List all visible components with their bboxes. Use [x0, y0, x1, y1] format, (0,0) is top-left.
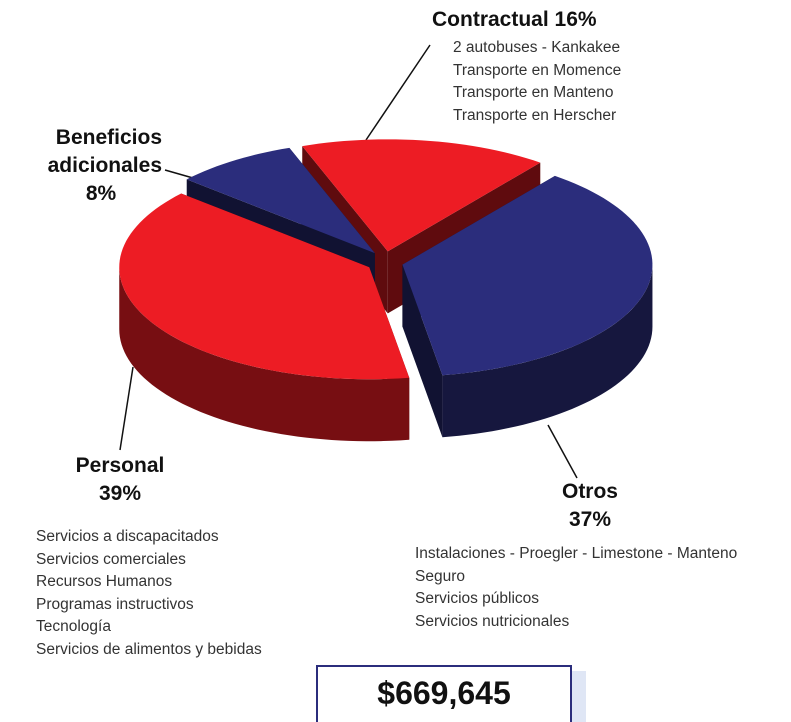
slice — [302, 139, 541, 252]
detail-line: Servicios nutricionales — [415, 612, 570, 630]
slice-label: Personal 39% — [40, 452, 200, 508]
detail-line: Recursos Humanos — [36, 573, 173, 590]
leader-line — [547, 424, 578, 479]
slice-label: Contractual 16% — [432, 6, 597, 34]
detail-line: Programas instructivos — [36, 595, 194, 613]
detail-line: Servicios comerciales — [36, 550, 186, 568]
detail-line: Servicios de alimentos y bebidas — [36, 640, 262, 658]
detail-line: Transporte en Manteno — [453, 84, 614, 101]
slice — [119, 193, 410, 442]
slice — [402, 175, 653, 376]
leader-line — [119, 366, 134, 451]
slice-side — [402, 264, 443, 438]
category-label: Personal — [75, 454, 165, 477]
detail-line: Transporte en Herscher — [453, 106, 617, 124]
pie — [119, 139, 653, 442]
total-box: $669,645 — [316, 665, 572, 722]
category-label: Otros — [561, 480, 618, 503]
slice — [186, 147, 375, 254]
slice — [119, 193, 410, 380]
value-label: 16% — [554, 8, 597, 31]
detail-line: Transporte en Momence — [453, 61, 622, 79]
category-label: Contractual — [432, 8, 549, 31]
detail-line: Tecnología — [36, 618, 111, 635]
value-label: 37% — [568, 508, 612, 531]
details: 2 autobuses - Kankakee Transporte en Mome… — [453, 37, 621, 127]
slice-wall — [119, 267, 410, 442]
detail-line: Instalaciones - Proegler - Limestone - M… — [415, 545, 738, 562]
value-label: 39% — [98, 482, 142, 505]
slice-label: Otros 37% — [520, 478, 660, 534]
category-label: Beneficios adicionales — [47, 126, 162, 177]
leader-lines — [119, 44, 578, 479]
detail-line: 2 autobuses - Kankakee — [453, 39, 621, 56]
detail-line: Servicios a discapacitados — [36, 528, 219, 545]
detail-line: Seguro — [415, 567, 465, 585]
details: Instalaciones - Proegler - Limestone - M… — [415, 543, 737, 633]
leader-line — [365, 44, 431, 141]
total: $669,645 — [377, 675, 511, 711]
slice — [402, 175, 653, 438]
slice-wall — [442, 264, 653, 438]
slice-label: Beneficios adicionales 8% — [20, 124, 162, 208]
value-label: 8% — [85, 182, 117, 205]
detail-line: Servicios públicos — [415, 590, 540, 607]
details: Servicios a discapacitados Servicios come… — [36, 526, 262, 661]
